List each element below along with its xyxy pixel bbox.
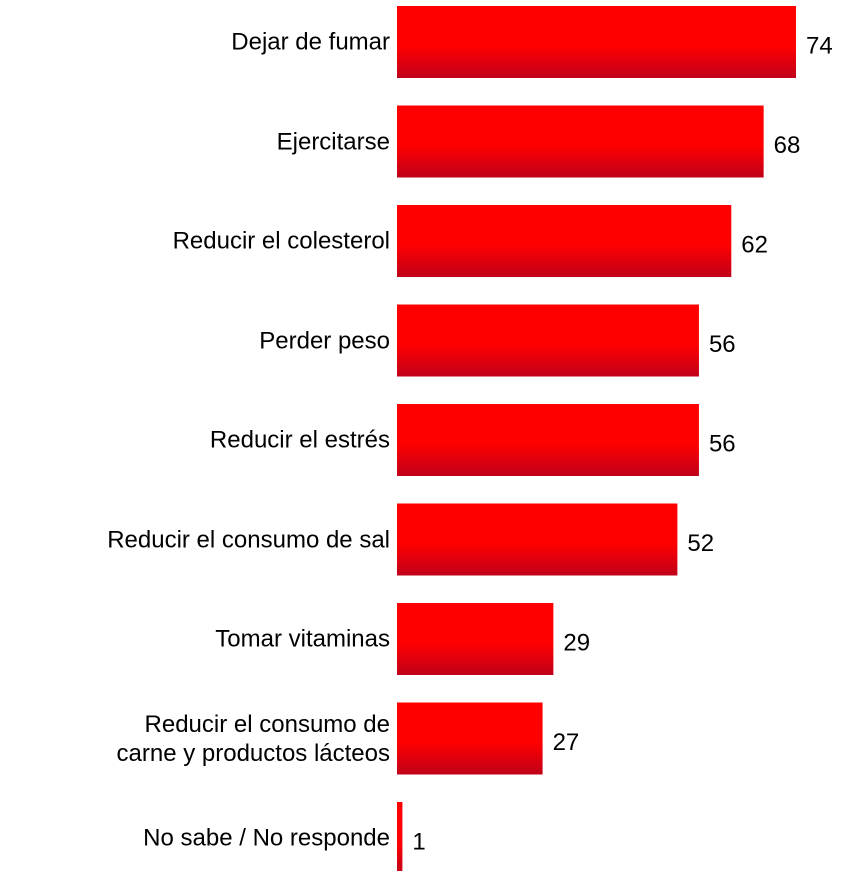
category-label: Dejar de fumar (231, 28, 390, 56)
value-label: 62 (741, 231, 768, 258)
value-label: 27 (553, 729, 580, 756)
value-label: 1 (412, 828, 425, 855)
value-label: 29 (563, 629, 590, 656)
bar (397, 205, 732, 277)
category-label: Reducir el colesterol (172, 227, 390, 255)
bar (397, 6, 796, 78)
value-label: 74 (806, 32, 833, 59)
bar (397, 702, 543, 775)
value-label: 56 (709, 430, 736, 457)
category-label: Reducir el estrés (209, 426, 390, 454)
category-label: Reducir el consumo de carne y productos … (116, 710, 390, 767)
bar (397, 802, 403, 871)
bar (397, 603, 554, 675)
value-label: 68 (774, 132, 801, 159)
category-label: Perder peso (259, 327, 390, 354)
bar (397, 503, 678, 576)
bar (397, 304, 699, 377)
category-label: Tomar vitaminas (215, 625, 390, 653)
bar (397, 105, 764, 178)
value-label: 56 (709, 331, 736, 358)
bar (397, 404, 699, 476)
category-label: Ejercitarse (276, 128, 390, 155)
value-label: 52 (687, 530, 714, 557)
category-label: Reducir el consumo de sal (107, 526, 390, 553)
category-label: No sabe / No responde (143, 824, 390, 852)
